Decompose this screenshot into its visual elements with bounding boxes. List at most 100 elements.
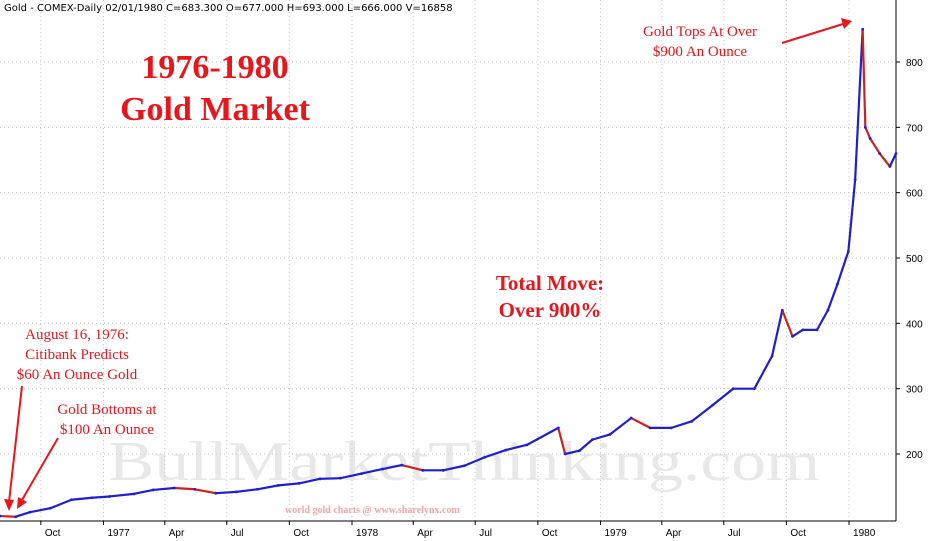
price-point bbox=[381, 467, 385, 471]
price-point bbox=[483, 455, 487, 459]
annotation-top-2: $900 An Ounce bbox=[653, 44, 747, 60]
price-segment bbox=[525, 426, 560, 446]
arrow-bottom bbox=[21, 437, 59, 501]
price-point bbox=[360, 472, 363, 475]
price-point bbox=[48, 506, 52, 510]
chart-header: Gold - COMEX-Daily 02/01/1980 C=683.300 … bbox=[4, 3, 453, 14]
price-point bbox=[711, 403, 715, 407]
watermark: BullMarketThinking.com bbox=[108, 431, 820, 493]
x-tick-label: Oct bbox=[790, 528, 806, 539]
price-point bbox=[752, 387, 756, 391]
price-point bbox=[780, 308, 784, 312]
price-point bbox=[193, 487, 197, 491]
x-tick-label: Jul bbox=[479, 528, 492, 539]
price-point bbox=[690, 419, 694, 423]
price-segment bbox=[297, 477, 322, 485]
price-segment bbox=[463, 456, 486, 467]
chart-title-line-1: 1976-1980 bbox=[141, 49, 288, 86]
price-point bbox=[578, 449, 581, 453]
price-segment bbox=[753, 354, 774, 390]
price-segment bbox=[14, 511, 32, 518]
price-point bbox=[863, 125, 867, 129]
arrow-top bbox=[781, 23, 844, 44]
price-segment bbox=[888, 152, 898, 168]
arrow-citibank-head bbox=[4, 499, 14, 511]
price-point bbox=[888, 165, 892, 168]
arrow-top-head bbox=[841, 18, 852, 29]
x-tick-label: Oct bbox=[45, 528, 61, 539]
price-segment bbox=[0, 514, 17, 518]
annotation-total-move-1: Total Move: bbox=[496, 271, 604, 295]
price-point bbox=[234, 490, 238, 494]
price-series bbox=[0, 27, 898, 519]
grid bbox=[0, 0, 896, 521]
price-segment bbox=[277, 482, 300, 487]
annotation-arrows bbox=[4, 18, 852, 511]
price-segment bbox=[815, 309, 830, 331]
annotation-citibank-1: August 16, 1976: bbox=[25, 327, 129, 343]
price-segment bbox=[318, 477, 342, 480]
price-point bbox=[504, 448, 508, 452]
price-segment bbox=[504, 443, 529, 452]
price-segment bbox=[608, 416, 633, 436]
price-segment bbox=[214, 490, 238, 495]
price-point bbox=[441, 468, 445, 472]
arrow-citibank bbox=[8, 385, 23, 503]
price-point bbox=[151, 488, 155, 492]
price-point bbox=[770, 354, 774, 358]
y-tick-label: 200 bbox=[906, 450, 923, 461]
x-tick-label: Apr bbox=[666, 528, 682, 539]
price-segment bbox=[869, 137, 881, 155]
y-tick-label: 600 bbox=[906, 189, 923, 200]
price-point bbox=[0, 514, 2, 518]
x-tick-label: Apr bbox=[417, 528, 433, 539]
price-point bbox=[861, 27, 865, 31]
price-point bbox=[14, 515, 18, 519]
price-point bbox=[525, 443, 529, 447]
price-point bbox=[608, 433, 612, 436]
y-tick-label: 700 bbox=[906, 123, 923, 134]
price-point bbox=[132, 492, 136, 496]
price-segment bbox=[152, 486, 176, 492]
price-point bbox=[214, 491, 218, 495]
price-segment bbox=[711, 387, 735, 407]
price-point bbox=[801, 328, 805, 332]
y-tick-label: 500 bbox=[906, 254, 923, 265]
x-tick-label: 1977 bbox=[107, 528, 130, 539]
price-point bbox=[563, 452, 567, 456]
price-segment bbox=[442, 464, 466, 472]
x-tick-label: Apr bbox=[169, 528, 185, 539]
annotation-bottom-2: $100 An Ounce bbox=[60, 422, 154, 438]
price-point bbox=[90, 496, 94, 500]
price-segment bbox=[670, 420, 693, 429]
price-point bbox=[878, 152, 882, 155]
price-point bbox=[648, 426, 652, 430]
price-segment bbox=[854, 28, 864, 181]
source-credit: world gold charts @ www.sharelynx.com bbox=[285, 505, 460, 516]
price-point bbox=[894, 152, 898, 155]
price-segment bbox=[781, 309, 794, 338]
price-point bbox=[462, 464, 466, 468]
price-segment bbox=[826, 283, 839, 312]
y-axis-ticks: 200 300 400 500 600 700 800 bbox=[896, 58, 923, 461]
price-segment bbox=[173, 486, 196, 491]
price-point bbox=[590, 438, 594, 442]
price-segment bbox=[861, 28, 867, 129]
x-axis-ticks: Oct 1977 Apr Jul Oct 1978 Apr Jul Oct 1979 Apr Jul O… bbox=[40, 521, 876, 539]
price-segment bbox=[564, 449, 581, 456]
x-tick-label: Oct bbox=[293, 528, 309, 539]
price-point bbox=[318, 477, 322, 481]
price-segment bbox=[133, 488, 155, 495]
price-segment bbox=[690, 403, 714, 423]
price-point bbox=[629, 416, 633, 420]
chart-title-line-2: Gold Market bbox=[120, 91, 310, 128]
price-segment bbox=[878, 152, 891, 168]
price-segment bbox=[836, 250, 850, 286]
price-point bbox=[836, 282, 839, 286]
price-segment bbox=[483, 448, 507, 459]
price-point bbox=[421, 468, 425, 472]
price-point bbox=[255, 487, 259, 491]
x-tick-label: Oct bbox=[542, 528, 558, 539]
price-segment bbox=[557, 426, 567, 456]
